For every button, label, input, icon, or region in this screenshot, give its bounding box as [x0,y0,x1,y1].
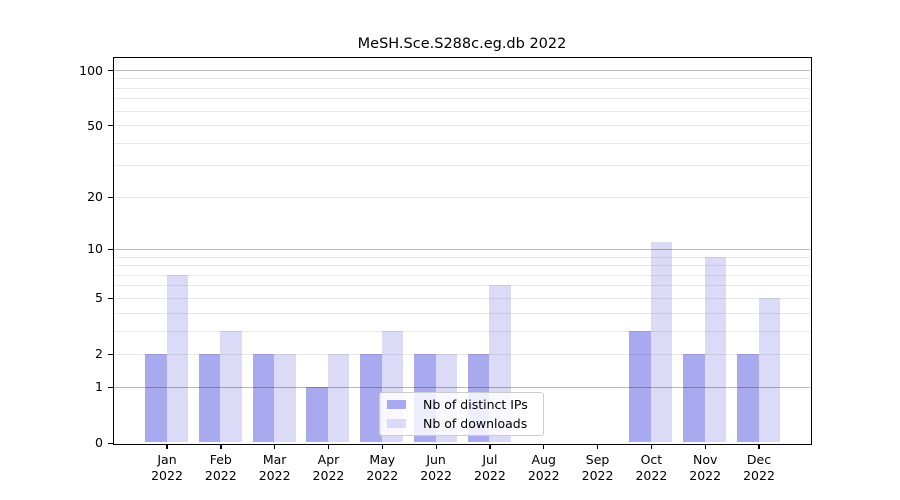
gridline-minor [113,78,810,80]
x-tick-label-nov: Nov 2022 [689,452,722,483]
x-tick-mark [704,444,706,449]
bar-downloads-mar [274,353,296,443]
x-tick-mark [596,444,599,449]
x-tick-label-feb: Feb 2022 [204,452,237,483]
chart-title: MeSH.Sce.S288c.eg.db 2022 [357,36,567,52]
bar-distinct-ips-apr [306,386,328,443]
x-tick-mark [650,444,653,449]
x-tick-label-aug: Aug 2022 [527,452,560,483]
plot-area [112,56,812,445]
y-tick-mark [108,70,113,72]
y-tick-label: 0 [95,435,103,450]
y-tick-mark [108,442,113,444]
y-tick-mark [108,125,113,127]
bar-distinct-ips-dec [737,353,759,443]
gridline-major [113,248,810,250]
bar-downloads-feb [220,330,242,443]
legend-swatch-downloads [387,419,406,429]
legend-entry-distinct-ips: Nb of distinct IPs [387,396,535,413]
bar-distinct-ips-mar [252,353,275,443]
x-tick-mark [327,444,330,449]
legend-label-downloads: Nb of downloads [423,416,528,432]
gridline-minor [113,125,810,127]
legend: Nb of distinct IPs Nb of downloads [379,392,544,436]
bar-downloads-nov [704,256,727,443]
y-tick-label: 50 [87,117,103,133]
bar-downloads-oct [650,241,673,443]
x-tick-mark [274,444,276,449]
x-tick-mark [381,444,383,449]
x-tick-mark [435,444,437,449]
y-tick-mark [108,353,113,356]
legend-swatch-distinct-ips [387,399,406,409]
x-tick-label-dec: Dec 2022 [743,452,775,483]
x-tick-mark [489,444,491,449]
legend-entry-downloads: Nb of downloads [387,416,535,433]
bar-distinct-ips-oct [629,330,651,443]
gridline-minor [113,110,810,112]
x-tick-label-jun: Jun 2022 [420,452,452,483]
bar-distinct-ips-nov [683,353,705,443]
gridline-minor [113,87,810,89]
y-tick-label: 2 [95,346,103,362]
y-tick-label: 5 [95,290,103,306]
bar-distinct-ips-jan [145,353,167,443]
y-tick-mark [108,196,113,199]
legend-label-distinct-ips: Nb of distinct IPs [423,396,528,412]
plot-inner [113,58,810,443]
bar-distinct-ips-may [360,353,382,443]
bar-downloads-jan [166,274,188,443]
y-tick-label: 100 [79,62,103,78]
x-tick-label-sep: Sep 2022 [581,452,614,483]
x-tick-mark [758,444,760,449]
x-tick-label-may: May 2022 [366,452,399,483]
y-tick-mark [108,248,113,251]
x-tick-mark [166,444,168,449]
y-tick-label: 10 [87,241,103,257]
x-tick-label-apr: Apr 2022 [312,452,345,483]
x-tick-label-jan: Jan 2022 [151,452,183,483]
gridline-minor [113,98,810,100]
gridline-minor [113,142,810,144]
y-tick-label: 1 [95,379,103,395]
x-tick-label-jul: Jul 2022 [474,452,506,483]
y-tick-mark [108,386,113,388]
x-tick-label-oct: Oct 2022 [635,452,668,483]
bar-distinct-ips-feb [198,353,221,443]
gridline-minor [113,196,810,198]
gridline-minor [113,165,810,167]
x-tick-label-mar: Mar 2022 [258,452,291,483]
gridline-major [113,70,810,71]
x-tick-mark [220,444,222,449]
bar-downloads-apr [327,353,350,443]
y-tick-mark [108,297,113,300]
bar-downloads-dec [758,297,781,443]
y-tick-label: 20 [87,189,103,205]
x-tick-mark [543,444,545,449]
